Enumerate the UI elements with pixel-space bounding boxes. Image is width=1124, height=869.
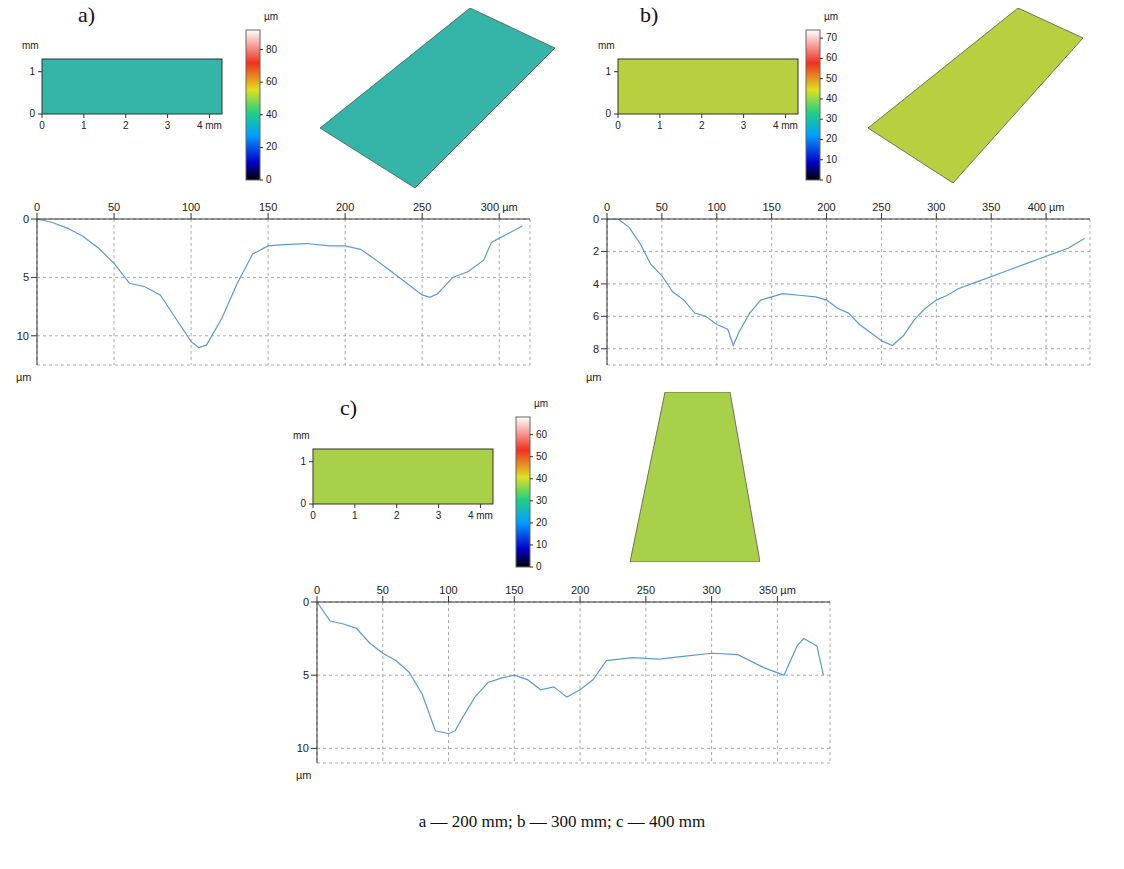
svg-text:1: 1	[657, 120, 663, 131]
html-text:µm: µm	[586, 371, 602, 383]
svg-text:70: 70	[826, 32, 838, 43]
svg-text:20: 20	[826, 133, 838, 144]
svg-text:µm: µm	[264, 11, 278, 22]
svg-text:1: 1	[352, 510, 358, 521]
svg-text:300 µm: 300 µm	[481, 201, 518, 213]
svg-text:100: 100	[439, 584, 457, 596]
svg-text:0: 0	[593, 213, 599, 225]
svg-text:40: 40	[536, 473, 548, 484]
html-text:c): c)	[340, 395, 358, 420]
html-text:b): b)	[640, 2, 659, 27]
svg-text:30: 30	[826, 113, 838, 124]
svg-text:mm: mm	[22, 40, 39, 51]
svg-text:50: 50	[656, 201, 668, 213]
svg-text:10: 10	[826, 154, 838, 165]
svg-text:0: 0	[266, 174, 272, 185]
svg-text:2: 2	[699, 120, 705, 131]
html-text:a): a)	[78, 2, 96, 27]
svg-text:0: 0	[29, 108, 35, 119]
svg-text:0: 0	[310, 510, 316, 521]
svg-text:30: 30	[536, 495, 548, 506]
svg-text:250: 250	[413, 201, 431, 213]
svg-text:µm: µm	[824, 11, 838, 22]
svg-text:50: 50	[536, 451, 548, 462]
svg-text:1: 1	[300, 456, 306, 467]
svg-text:0: 0	[300, 498, 306, 509]
svg-text:6: 6	[593, 310, 599, 322]
svg-text:0: 0	[605, 108, 611, 119]
svg-text:10: 10	[536, 539, 548, 550]
svg-text:1: 1	[81, 120, 87, 131]
html-text:a — 200 mm; b — 300 mm; c — 40: a — 200 mm; b — 300 mm; c — 400 mm	[418, 812, 706, 831]
svg-text:100: 100	[708, 201, 726, 213]
svg-text:0: 0	[536, 561, 542, 572]
svg-text:2: 2	[123, 120, 129, 131]
svg-text:40: 40	[266, 109, 278, 120]
svg-text:60: 60	[536, 429, 548, 440]
svg-text:3: 3	[741, 120, 747, 131]
svg-text:300: 300	[927, 201, 945, 213]
svg-text:200: 200	[336, 201, 354, 213]
svg-text:300: 300	[702, 584, 720, 596]
svg-text:1: 1	[605, 66, 611, 77]
svg-text:50: 50	[108, 201, 120, 213]
svg-text:0: 0	[314, 584, 320, 596]
svg-text:10: 10	[297, 742, 309, 754]
svg-text:80: 80	[266, 44, 278, 55]
svg-text:2: 2	[593, 245, 599, 257]
svg-text:400 µm: 400 µm	[1028, 201, 1065, 213]
svg-text:mm: mm	[598, 40, 615, 51]
svg-text:150: 150	[762, 201, 780, 213]
svg-text:200: 200	[817, 201, 835, 213]
svg-text:5: 5	[303, 669, 309, 681]
svg-text:3: 3	[165, 120, 171, 131]
svg-text:20: 20	[536, 517, 548, 528]
svg-text:20: 20	[266, 141, 278, 152]
svg-text:0: 0	[39, 120, 45, 131]
svg-text:0: 0	[34, 201, 40, 213]
svg-text:0: 0	[615, 120, 621, 131]
svg-text:3: 3	[436, 510, 442, 521]
svg-text:10: 10	[17, 330, 29, 342]
svg-text:60: 60	[266, 76, 278, 87]
svg-text:350: 350	[982, 201, 1000, 213]
svg-text:0: 0	[826, 174, 832, 185]
svg-text:4 mm: 4 mm	[773, 120, 798, 131]
svg-text:350 µm: 350 µm	[759, 584, 796, 596]
svg-text:100: 100	[182, 201, 200, 213]
svg-text:4: 4	[593, 278, 599, 290]
svg-text:4 mm: 4 mm	[468, 510, 493, 521]
svg-text:0: 0	[303, 596, 309, 608]
svg-text:40: 40	[826, 93, 838, 104]
svg-text:50: 50	[377, 584, 389, 596]
svg-text:250: 250	[872, 201, 890, 213]
svg-text:150: 150	[505, 584, 523, 596]
html-text:µm: µm	[296, 769, 312, 781]
svg-text:2: 2	[394, 510, 400, 521]
svg-text:1: 1	[29, 66, 35, 77]
svg-text:5: 5	[23, 271, 29, 283]
svg-text:mm: mm	[293, 430, 310, 441]
svg-text:60: 60	[826, 52, 838, 63]
svg-text:0: 0	[604, 201, 610, 213]
svg-text:200: 200	[571, 584, 589, 596]
svg-text:8: 8	[593, 343, 599, 355]
svg-text:µm: µm	[534, 398, 548, 409]
svg-text:50: 50	[826, 73, 838, 84]
svg-text:250: 250	[637, 584, 655, 596]
svg-text:0: 0	[23, 213, 29, 225]
svg-text:150: 150	[259, 201, 277, 213]
html-text:µm: µm	[16, 371, 32, 383]
svg-text:4 mm: 4 mm	[197, 120, 222, 131]
